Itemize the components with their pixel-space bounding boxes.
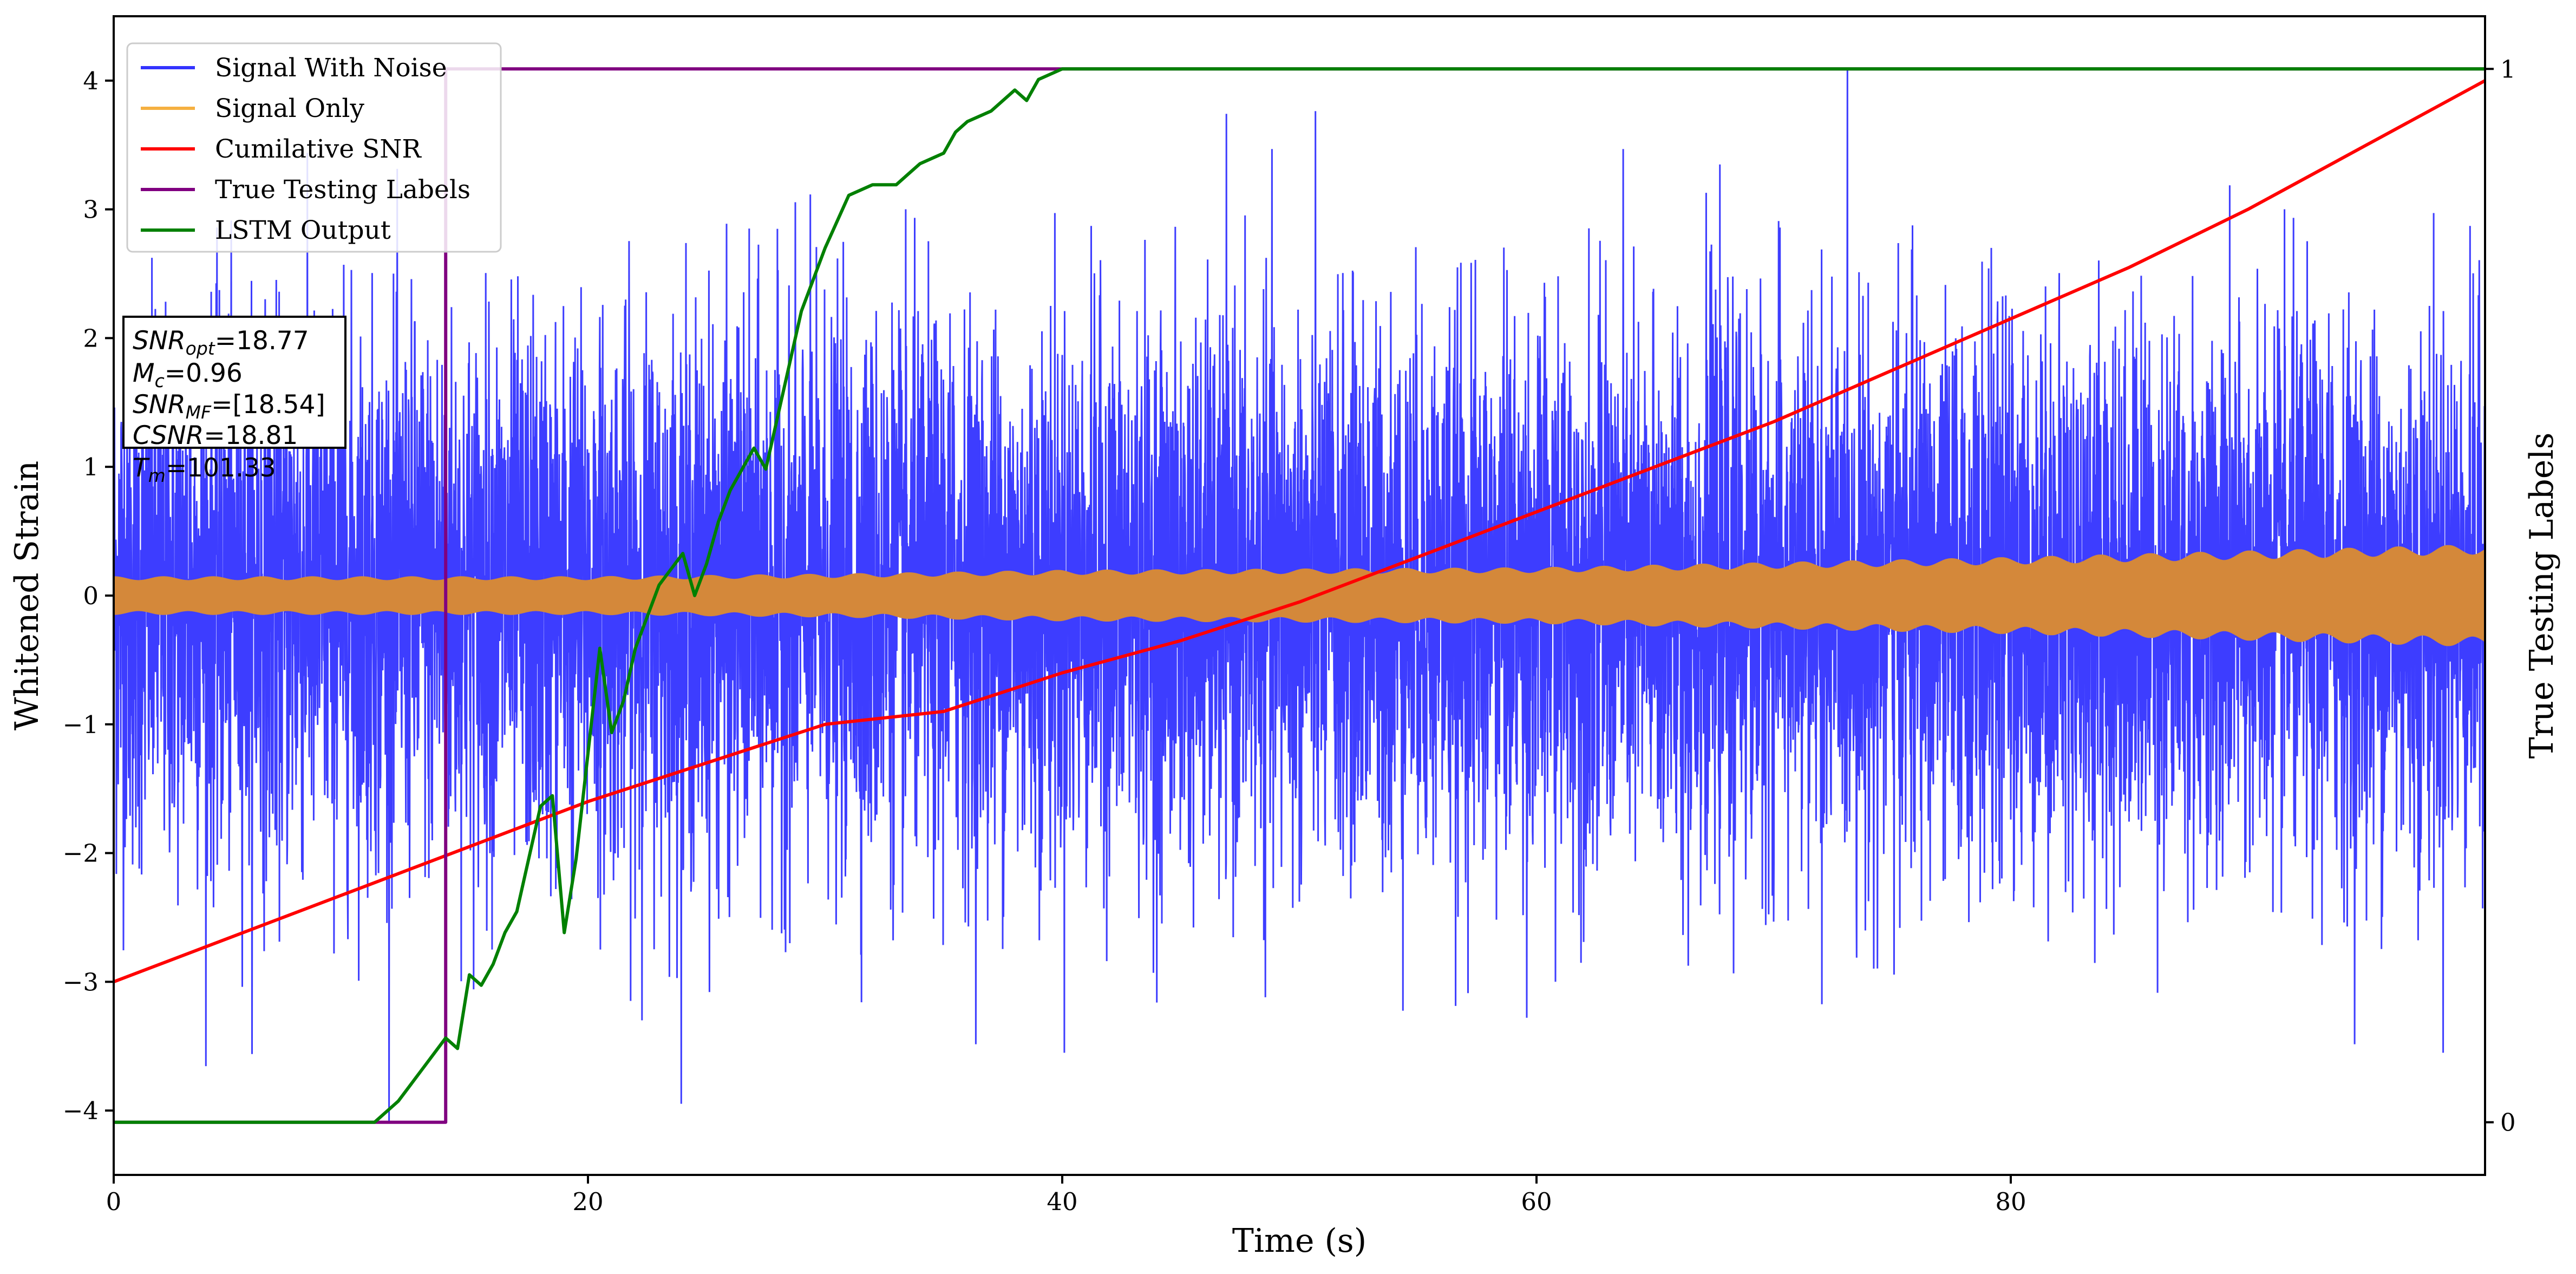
y-tick-label: −3 — [63, 968, 99, 996]
x-tick-label: 0 — [106, 1187, 122, 1216]
y-tick-label: 0 — [83, 582, 99, 610]
info-snr-mf: SNRMF=[18.54] — [133, 390, 325, 423]
legend-label: Signal With Noise — [215, 53, 447, 83]
y-right-tick-label: 0 — [2500, 1108, 2516, 1137]
info-snr-opt: SNRopt=18.77 — [133, 326, 309, 359]
y-tick-label: 2 — [83, 324, 99, 352]
y-tick-label: 4 — [83, 67, 99, 95]
y-tick-label: −1 — [63, 710, 99, 739]
x-tick-label: 40 — [1047, 1187, 1077, 1216]
y-axis-label: Whitened Strain — [8, 461, 46, 730]
x-tick-label: 20 — [572, 1187, 603, 1216]
series-layer — [114, 67, 2485, 1124]
y-right-tick-label: 1 — [2500, 55, 2516, 83]
info-tm: Tm=101.33 — [133, 453, 276, 486]
legend-label: Cumilative SNR — [215, 134, 422, 164]
y-axis-right-label: True Testing Labels — [2523, 433, 2561, 759]
legend-label: True Testing Labels — [215, 175, 470, 205]
series-lstm-output — [114, 67, 2485, 1124]
legend: Signal With Noise Signal Only Cumilative S… — [126, 42, 502, 253]
series-cumilative-snr — [114, 79, 2485, 984]
legend-label: Signal Only — [215, 94, 364, 123]
x-tick-label: 80 — [1995, 1187, 2026, 1216]
info-box-frame — [122, 316, 346, 449]
info-box: SNRopt=18.77 Mc=0.96 SNRMF=[18.54] CSNR=… — [122, 316, 346, 486]
y-tick-label: 3 — [83, 195, 99, 224]
legend-label: LSTM Output — [215, 215, 391, 245]
y-tick-label: 1 — [83, 453, 99, 481]
x-tick-label: 60 — [1521, 1187, 1552, 1216]
series-signal-only — [114, 545, 2485, 646]
info-csnr: CSNR=18.81 — [133, 421, 298, 450]
info-mc: Mc=0.96 — [133, 358, 243, 391]
legend-box — [126, 42, 502, 253]
y-tick-label: −4 — [63, 1096, 99, 1125]
y-tick-label: −2 — [63, 839, 99, 868]
x-axis-label: Time (s) — [1232, 1222, 1367, 1260]
